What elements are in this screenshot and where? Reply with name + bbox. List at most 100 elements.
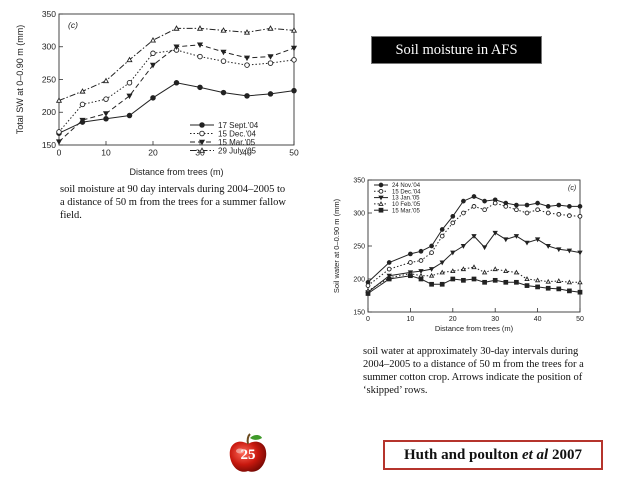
data-point [503, 204, 509, 209]
legend-marker [378, 182, 384, 188]
data-point [126, 93, 133, 100]
data-point [471, 204, 477, 209]
x-tick-label: 0 [57, 148, 62, 158]
apple-icon [229, 433, 267, 472]
page-badge: 25 [224, 432, 272, 476]
citation-year: 2007 [548, 446, 582, 463]
series [56, 47, 297, 135]
data-point [524, 283, 530, 288]
data-point [291, 57, 297, 63]
data-point [197, 53, 203, 60]
data-point [79, 117, 86, 124]
data-point [126, 56, 133, 63]
data-point [534, 237, 541, 243]
data-point [492, 200, 498, 206]
page-number: 25 [240, 447, 256, 463]
data-point [386, 260, 392, 265]
data-point [482, 207, 487, 213]
series [56, 80, 297, 136]
data-point [429, 243, 434, 249]
data-point [291, 87, 297, 94]
data-point [545, 244, 551, 249]
data-point [577, 250, 583, 256]
x-tick-label: 50 [289, 148, 299, 158]
citation-etal: et al [521, 446, 549, 463]
data-point [290, 45, 298, 52]
x-axis-label: Distance from trees (m) [435, 324, 514, 333]
x-tick-label: 40 [534, 316, 542, 323]
y-tick-label: 150 [42, 140, 56, 150]
x-tick-label: 20 [148, 148, 158, 158]
data-point [267, 54, 274, 60]
x-tick-label: 0 [366, 316, 370, 323]
series [365, 194, 583, 285]
data-point [418, 269, 424, 274]
data-point [418, 258, 424, 263]
series-line [58, 27, 295, 101]
data-point [126, 112, 133, 119]
data-point [503, 237, 509, 243]
data-point [482, 279, 487, 285]
data-point [439, 233, 445, 239]
x-axis-label: Distance from trees (m) [129, 167, 223, 177]
y-tick-label: 250 [42, 74, 56, 84]
data-point [196, 42, 204, 49]
data-point [524, 202, 530, 208]
legend-label: 15 Mar.'05 [392, 208, 420, 214]
data-point [220, 58, 227, 64]
data-point [408, 260, 413, 265]
data-point [102, 111, 110, 117]
legend-marker [378, 188, 384, 194]
data-point [196, 25, 204, 31]
data-point [150, 95, 156, 101]
data-point [79, 88, 86, 94]
y-tick-label: 300 [42, 42, 56, 52]
data-point [439, 227, 445, 232]
data-point [577, 289, 583, 295]
data-point [545, 285, 551, 291]
data-point [244, 62, 250, 68]
x-tick-label: 40 [242, 148, 252, 158]
data-point [173, 44, 180, 50]
data-point [535, 207, 540, 213]
data-point [534, 277, 541, 283]
legend-label: 10 Feb.'05 [392, 202, 421, 208]
data-point [545, 278, 551, 284]
data-point [386, 276, 392, 282]
data-point [492, 230, 498, 236]
data-point [503, 279, 509, 285]
data-point [220, 89, 227, 96]
series [365, 200, 583, 288]
y-tick-label: 350 [42, 9, 56, 19]
data-point [461, 210, 466, 216]
data-point [577, 279, 583, 285]
series-line [58, 49, 295, 133]
data-point [102, 77, 110, 84]
data-point [535, 200, 540, 206]
data-point [55, 97, 63, 103]
data-point [418, 248, 424, 254]
series-line [58, 44, 295, 143]
data-point [460, 244, 467, 249]
data-point [386, 266, 392, 272]
data-point [524, 240, 530, 246]
data-point [173, 80, 180, 86]
legend-marker [198, 139, 206, 146]
x-tick-label: 30 [491, 316, 499, 323]
legend-marker [199, 122, 205, 128]
data-point [524, 276, 530, 281]
series [365, 273, 583, 296]
data-point [503, 268, 509, 274]
y-tick-label: 250 [353, 243, 365, 250]
data-point [471, 194, 477, 199]
x-tick-label: 10 [101, 148, 111, 158]
data-point [450, 250, 456, 256]
data-point [79, 101, 86, 108]
data-point [535, 284, 540, 290]
data-point [567, 204, 572, 209]
data-point [513, 269, 520, 275]
data-point [408, 251, 413, 257]
data-point [197, 84, 203, 91]
data-point [461, 198, 466, 204]
